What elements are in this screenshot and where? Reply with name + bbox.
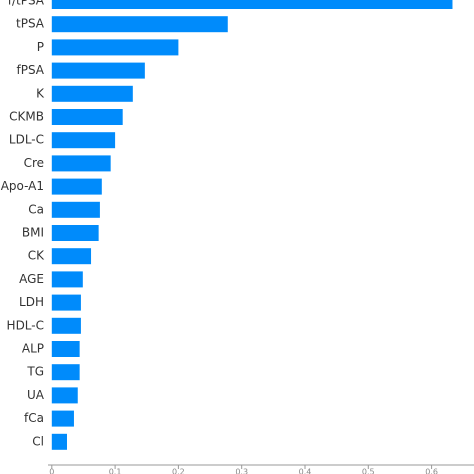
bar <box>51 433 67 450</box>
y-tick-label: BMI <box>22 226 44 240</box>
x-tick-label: 0.3 <box>235 468 248 474</box>
bar <box>51 364 80 381</box>
bar <box>51 341 80 357</box>
y-tick-label: f/tPSA <box>8 0 45 8</box>
y-tick-label: LDH <box>19 295 44 309</box>
y-tick-label: Cl <box>32 434 44 448</box>
y-tick-label: P <box>37 40 44 54</box>
bar <box>51 410 74 427</box>
bar <box>51 225 99 241</box>
bar <box>51 248 92 265</box>
bar <box>51 155 111 172</box>
x-tick-label: 0.4 <box>299 468 312 474</box>
y-tick-label: fPSA <box>16 63 44 77</box>
bar <box>51 16 228 33</box>
x-tick-label: 0.1 <box>109 468 122 474</box>
bar <box>51 201 100 218</box>
y-tick-label: Apo-A1 <box>1 179 44 193</box>
bar <box>51 271 83 288</box>
y-tick-label: tPSA <box>16 17 45 31</box>
y-tick-label: AGE <box>19 272 44 286</box>
y-tick-label: UA <box>27 388 45 402</box>
bar <box>51 317 81 334</box>
bar <box>51 85 133 102</box>
bar <box>51 387 78 404</box>
bar <box>51 39 179 56</box>
y-tick-label: Cre <box>24 156 44 170</box>
x-tick-label: 0 <box>49 468 54 474</box>
y-tick-label: LDL-C <box>9 133 44 147</box>
bar <box>51 178 102 195</box>
bar <box>51 62 145 79</box>
y-tick-label: ALP <box>22 342 44 356</box>
y-tick-label: Ca <box>28 202 44 216</box>
x-tick-label: 0.5 <box>362 468 375 474</box>
x-tick-label: 0.6 <box>425 468 438 474</box>
x-tick-label: 0.2 <box>172 468 185 474</box>
bar <box>51 132 116 149</box>
y-tick-label: CKMB <box>9 110 44 124</box>
y-tick-label: HDL-C <box>7 318 44 332</box>
y-tick-label: fCa <box>24 411 44 425</box>
y-tick-label: CK <box>28 249 45 263</box>
y-tick-label: K <box>36 86 45 100</box>
bar <box>51 109 123 125</box>
bar <box>51 0 453 9</box>
y-tick-label: TG <box>26 365 44 379</box>
bar <box>51 294 81 311</box>
